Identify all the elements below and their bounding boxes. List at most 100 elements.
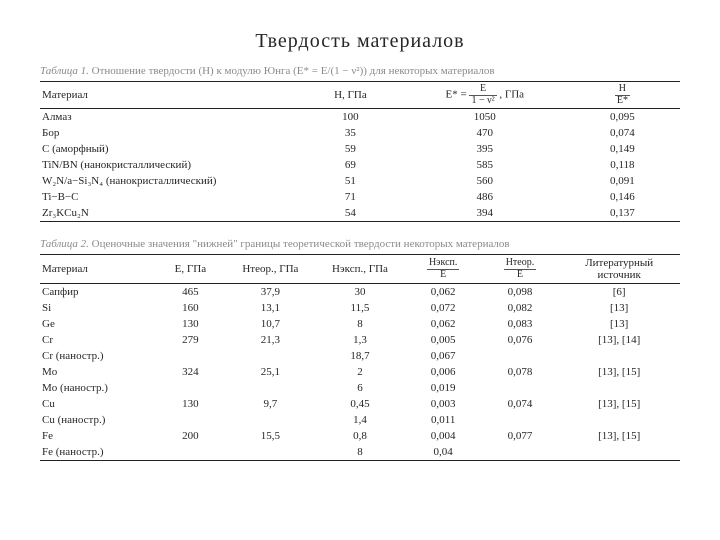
cell: 0,078 [482,364,559,380]
cell: 13,1 [226,300,316,316]
table2-h1: Материал [40,255,155,284]
cell: 2 [315,364,405,380]
cell: Ti−B−C [40,189,296,205]
cell: 15,5 [226,428,316,444]
cell: W₂N/a−Si₃N₄ (нанокристаллический) [40,173,296,189]
cell: 8 [315,444,405,461]
cell: 59 [296,141,405,157]
cell: 465 [155,284,225,301]
cell: 0,074 [565,125,680,141]
cell: 0,005 [405,332,482,348]
cell: 0,019 [405,380,482,396]
cell: 486 [405,189,565,205]
cell [226,380,316,396]
cell: 0,146 [565,189,680,205]
cell: 71 [296,189,405,205]
cell: 0,062 [405,284,482,301]
table-row: TiN/BN (нанокристаллический)695850,118 [40,157,680,173]
cell: 0,006 [405,364,482,380]
table1-caption: Таблица 1. Отношение твердости (H) к мод… [40,65,680,77]
table-row: Сапфир46537,9300,0620,098[6] [40,284,680,301]
cell: 0,004 [405,428,482,444]
cell [482,412,559,428]
cell: 130 [155,396,225,412]
table-row: Ge13010,780,0620,083[13] [40,316,680,332]
cell [482,444,559,461]
cell: 35 [296,125,405,141]
table-row: Бор354700,074 [40,125,680,141]
cell: 0,118 [565,157,680,173]
table-row: Cr27921,31,30,0050,076[13], [14] [40,332,680,348]
cell [226,348,316,364]
cell [155,380,225,396]
cell [155,412,225,428]
cell: Fe [40,428,155,444]
cell: 0,45 [315,396,405,412]
table-row: Cu1309,70,450,0030,074[13], [15] [40,396,680,412]
page-title: Твердость материалов [40,30,680,53]
table2: Материал E, ГПа Hтеор., ГПа Hэксп., ГПа … [40,254,680,461]
table1-caption-text: Отношение твердости (H) к модулю Юнга (E… [92,65,495,77]
cell: 0,098 [482,284,559,301]
cell: Алмаз [40,109,296,126]
table2-head: Материал E, ГПа Hтеор., ГПа Hэксп., ГПа … [40,255,680,284]
table-row: Mo (наностр.)60,019 [40,380,680,396]
cell [482,380,559,396]
cell: 0,8 [315,428,405,444]
cell: 9,7 [226,396,316,412]
cell: 54 [296,205,405,222]
cell [558,412,680,428]
cell [226,444,316,461]
cell: 51 [296,173,405,189]
cell: 395 [405,141,565,157]
cell: 0,091 [565,173,680,189]
table2-h6: Hтеор. E [482,255,559,284]
cell: 0,062 [405,316,482,332]
cell: 18,7 [315,348,405,364]
cell: Ge [40,316,155,332]
cell: 0,04 [405,444,482,461]
cell: C (аморфный) [40,141,296,157]
cell: 21,3 [226,332,316,348]
cell: [6] [558,284,680,301]
table2-h2: E, ГПа [155,255,225,284]
cell: [13], [15] [558,428,680,444]
cell: 11,5 [315,300,405,316]
cell: 394 [405,205,565,222]
cell: 0,011 [405,412,482,428]
cell: Fe (наностр.) [40,444,155,461]
cell: 0,095 [565,109,680,126]
table1-h1: Материал [40,82,296,109]
table-row: C (аморфный)593950,149 [40,141,680,157]
cell: 324 [155,364,225,380]
cell: 37,9 [226,284,316,301]
cell: 0,074 [482,396,559,412]
cell: 0,072 [405,300,482,316]
cell: 0,149 [565,141,680,157]
cell [558,348,680,364]
cell [155,444,225,461]
cell: 560 [405,173,565,189]
cell: TiN/BN (нанокристаллический) [40,157,296,173]
cell: Cr (наностр.) [40,348,155,364]
cell [558,444,680,461]
table1-head: Материал H, ГПа E* = E 1 − ν² , ГПа H E* [40,82,680,109]
table2-h4: Hэксп., ГПа [315,255,405,284]
table1-caption-prefix: Таблица 1. [40,65,89,77]
cell: 585 [405,157,565,173]
cell: 279 [155,332,225,348]
cell [155,348,225,364]
cell: 0,077 [482,428,559,444]
cell: 25,1 [226,364,316,380]
cell: 0,137 [565,205,680,222]
cell: 160 [155,300,225,316]
table2-caption-prefix: Таблица 2. [40,238,89,250]
cell: 1,4 [315,412,405,428]
cell: 1050 [405,109,565,126]
cell: 100 [296,109,405,126]
cell: Cu [40,396,155,412]
table-row: Mo32425,120,0060,078[13], [15] [40,364,680,380]
table-row: Zr₃KCu₂N543940,137 [40,205,680,222]
cell: [13], [15] [558,396,680,412]
cell: [13] [558,316,680,332]
